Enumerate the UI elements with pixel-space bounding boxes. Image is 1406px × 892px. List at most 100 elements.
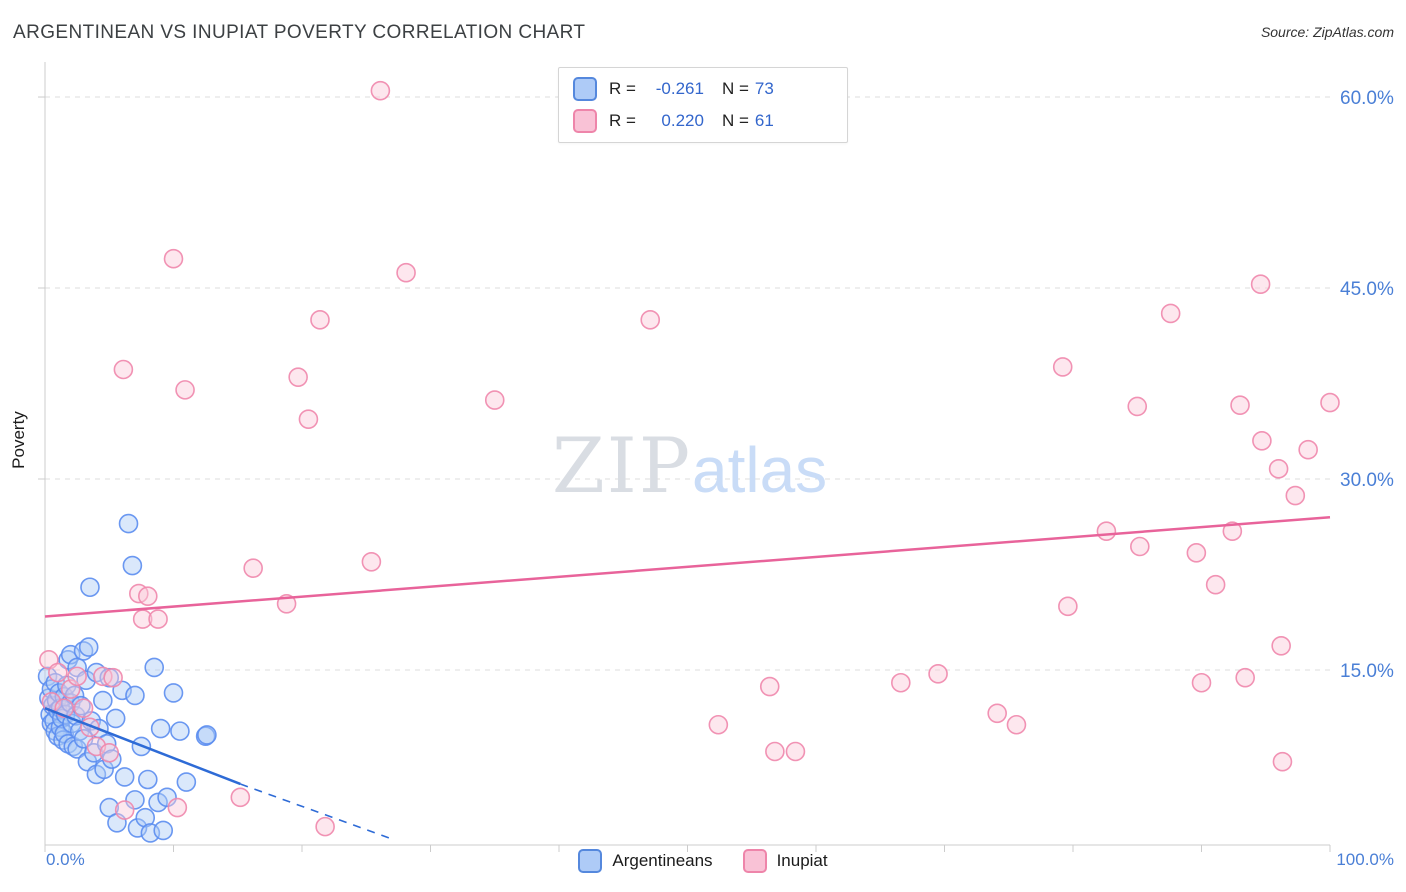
scatter-point-argentineans <box>125 685 145 706</box>
trend-line-argentineans <box>44 707 241 786</box>
legend-label-argentineans: Argentineans <box>612 851 713 870</box>
scatter-point-inupiat <box>484 390 505 410</box>
scatter-point-inupiat <box>708 714 729 735</box>
scatter-point-inupiat <box>1186 543 1207 563</box>
scatter-point-inupiat <box>1230 395 1250 415</box>
scatter-point-inupiat <box>298 409 319 429</box>
scatter-point-inupiat <box>785 741 806 762</box>
zipatlas-watermark: ZIPatlas <box>552 421 827 510</box>
y-tick-label: 15.0% <box>1340 661 1394 682</box>
scatter-point-argentineans <box>71 695 91 716</box>
scatter-point-inupiat <box>67 666 87 687</box>
scatter-point-argentineans <box>170 721 190 741</box>
scatter-point-argentineans <box>163 683 184 703</box>
scatter-point-inupiat <box>243 558 263 578</box>
source-attribution: Source: ZipAtlas.com <box>1260 24 1394 40</box>
scatter-point-inupiat <box>396 262 416 283</box>
scatter-point-inupiat <box>1271 636 1291 656</box>
n-label: N = <box>721 111 749 130</box>
y-axis-title: Poverty <box>9 411 28 469</box>
scatter-point-argentineans <box>80 577 100 598</box>
scatter-point-argentineans <box>105 708 126 729</box>
inupiat-swatch-icon <box>742 849 767 873</box>
scatter-point-inupiat <box>148 609 168 629</box>
scatter-point-inupiat <box>310 310 330 330</box>
scatter-point-inupiat <box>93 666 113 687</box>
trend-line-extension-argentineans <box>240 783 390 839</box>
scatter-point-inupiat <box>113 359 134 380</box>
scatter-point-inupiat <box>891 672 911 693</box>
scatter-point-argentineans <box>78 637 99 657</box>
n-value-inupiat: 61 <box>754 111 774 130</box>
inupiat-swatch-icon <box>573 109 597 133</box>
legend-row-inupiat: R = 0.220 N = 61 <box>573 109 833 133</box>
scatter-point-inupiat <box>1272 751 1293 772</box>
scatter-point-inupiat <box>1160 303 1181 324</box>
scatter-point-inupiat <box>1285 485 1306 506</box>
scatter-point-inupiat <box>114 800 135 820</box>
scatter-point-inupiat <box>1191 672 1212 693</box>
scatter-point-inupiat <box>1127 396 1148 417</box>
argentineans-swatch-icon <box>573 77 597 101</box>
scatter-point-inupiat <box>163 248 184 269</box>
y-tick-label: 30.0% <box>1340 470 1394 491</box>
r-label: R = <box>609 79 636 98</box>
y-tick-label: 60.0% <box>1340 88 1394 109</box>
scatter-point-inupiat <box>1052 357 1073 377</box>
scatter-point-inupiat <box>361 551 382 572</box>
scatter-point-inupiat <box>765 741 785 762</box>
scatter-point-inupiat <box>73 698 94 719</box>
scatter-point-inupiat <box>1235 667 1255 688</box>
scatter-point-inupiat <box>1205 574 1226 595</box>
x-axis-max-label: 100.0% <box>1336 850 1394 869</box>
scatter-point-inupiat <box>103 667 123 688</box>
y-tick-label: 45.0% <box>1340 279 1394 300</box>
scatter-point-argentineans <box>197 725 217 745</box>
legend-item-inupiat: Inupiat <box>742 849 828 873</box>
scatter-point-argentineans <box>176 772 197 792</box>
scatter-point-inupiat <box>1268 459 1289 479</box>
legend-label-inupiat: Inupiat <box>776 851 828 870</box>
page-title: ARGENTINEAN VS INUPIAT POVERTY CORRELATI… <box>13 22 586 43</box>
scatter-point-inupiat <box>230 787 251 808</box>
scatter-point-inupiat <box>1252 431 1272 451</box>
scatter-point-inupiat <box>99 742 120 763</box>
scatter-point-argentineans <box>122 555 143 576</box>
scatter-point-argentineans <box>148 792 168 813</box>
scatter-point-argentineans <box>125 790 145 810</box>
scatter-point-argentineans <box>138 769 158 790</box>
r-value-argentineans: -0.261 <box>655 79 704 98</box>
x-axis-min-label: 0.0% <box>46 850 85 869</box>
scatter-point-inupiat <box>987 703 1007 724</box>
scatter-point-inupiat <box>1250 274 1271 294</box>
scatter-point-inupiat <box>288 367 308 387</box>
series-legend: Argentineans Inupiat <box>0 849 1406 873</box>
scatter-point-argentineans <box>118 513 139 534</box>
scatter-point-inupiat <box>1096 521 1117 542</box>
r-value-inupiat: 0.220 <box>661 111 704 130</box>
scatter-point-argentineans <box>144 657 165 678</box>
r-label: R = <box>609 111 636 130</box>
scatter-point-inupiat <box>138 586 158 606</box>
scatter-point-inupiat <box>759 676 780 697</box>
scatter-point-inupiat <box>1006 714 1027 735</box>
scatter-point-inupiat <box>1130 536 1150 557</box>
scatter-point-argentineans <box>135 807 156 828</box>
scatter-point-argentineans <box>195 726 216 747</box>
scatter-point-inupiat <box>167 797 188 818</box>
legend-item-argentineans: Argentineans <box>578 849 713 873</box>
legend-row-argentineans: R = -0.261 N = 73 <box>573 77 833 101</box>
argentineans-swatch-icon <box>578 849 603 873</box>
trend-line-inupiat <box>44 515 1331 618</box>
scatter-point-inupiat <box>48 662 68 683</box>
scatter-point-argentineans <box>153 820 174 841</box>
scatter-point-argentineans <box>157 787 177 808</box>
scatter-point-inupiat <box>1222 521 1243 542</box>
n-value-argentineans: 73 <box>754 79 774 98</box>
scatter-point-argentineans <box>93 690 113 711</box>
scatter-point-inupiat <box>1058 596 1078 617</box>
scatter-point-argentineans <box>114 767 135 787</box>
scatter-point-argentineans <box>150 718 171 739</box>
